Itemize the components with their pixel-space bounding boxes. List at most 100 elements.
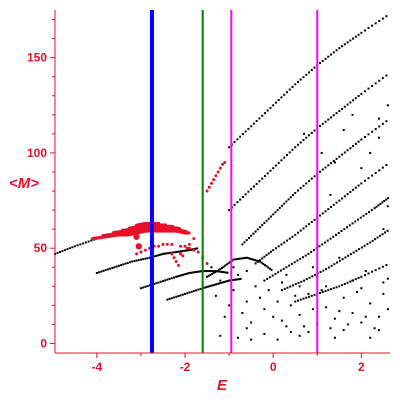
black-point (186, 292, 189, 295)
black-point (224, 280, 227, 283)
red-point (205, 261, 209, 265)
black-point (188, 249, 191, 252)
black-point (200, 270, 203, 273)
black-point (377, 315, 380, 318)
black-point (98, 271, 101, 274)
black-point (232, 266, 235, 269)
black-point (252, 185, 255, 188)
black-point (236, 201, 239, 204)
black-point (346, 41, 349, 44)
black-point (378, 79, 381, 82)
black-point (261, 257, 264, 260)
black-point (225, 263, 228, 266)
black-point (223, 281, 226, 284)
black-point (250, 338, 253, 341)
black-point (148, 256, 151, 259)
black-point (346, 149, 349, 152)
black-point (254, 230, 257, 233)
black-point (357, 184, 360, 187)
black-point (142, 286, 145, 289)
black-point (244, 193, 247, 196)
black-point (378, 267, 381, 270)
black-point (351, 113, 354, 116)
black-point (302, 297, 305, 300)
black-point (319, 62, 322, 65)
black-point (263, 308, 266, 311)
black-point (199, 287, 202, 290)
black-point (279, 269, 282, 272)
black-point (267, 266, 270, 269)
black-point (299, 187, 302, 190)
black-point (307, 292, 310, 295)
red-point (187, 231, 191, 235)
black-point (338, 155, 341, 158)
black-point (255, 182, 258, 185)
black-point (241, 243, 244, 246)
black-point (212, 271, 215, 274)
black-point (352, 251, 355, 254)
black-point (245, 327, 248, 330)
black-point (274, 272, 277, 275)
black-point (327, 266, 330, 269)
black-point (277, 99, 280, 102)
black-point (305, 278, 308, 281)
black-point (266, 109, 269, 112)
black-point (285, 154, 288, 157)
red-point (218, 166, 222, 170)
black-point (252, 122, 255, 125)
black-point (56, 251, 59, 254)
black-point (236, 273, 239, 276)
black-point (338, 47, 341, 50)
black-point (236, 138, 239, 141)
black-point (233, 203, 236, 206)
black-point (349, 280, 352, 283)
black-point (371, 130, 374, 133)
black-point (283, 287, 286, 290)
black-point (369, 151, 372, 154)
black-point (219, 270, 222, 273)
black-point (385, 198, 388, 201)
black-point (280, 243, 283, 246)
black-point (165, 252, 168, 255)
black-point (87, 240, 90, 243)
black-point (338, 256, 341, 259)
red-point (157, 244, 161, 248)
black-point (263, 112, 266, 115)
black-point (168, 297, 171, 300)
black-point (338, 259, 341, 262)
black-point (305, 182, 308, 185)
black-point (381, 265, 384, 268)
black-point (303, 325, 306, 328)
black-point (300, 280, 303, 283)
black-point (374, 22, 377, 25)
x-tick-label: 2 (358, 360, 365, 374)
black-point (245, 239, 248, 242)
black-point (354, 97, 357, 100)
black-point-layer (54, 15, 390, 341)
black-point (348, 224, 351, 227)
black-point (327, 208, 330, 211)
black-point (189, 248, 192, 251)
black-point (333, 263, 336, 266)
black-point (288, 88, 291, 91)
black-point (173, 296, 176, 299)
black-point (299, 257, 302, 260)
black-point (364, 270, 367, 273)
black-point (234, 278, 237, 281)
black-point (173, 251, 176, 254)
black-point (241, 311, 244, 314)
black-point (244, 256, 247, 259)
black-point (263, 264, 266, 267)
black-point (330, 116, 333, 119)
black-point (371, 174, 374, 177)
black-point (128, 261, 131, 264)
black-point (374, 269, 377, 272)
black-point (288, 264, 291, 267)
black-point (155, 254, 158, 257)
black-point (228, 209, 231, 212)
black-point (185, 249, 188, 252)
black-point (166, 252, 169, 255)
black-point (126, 261, 129, 264)
black-point (335, 233, 338, 236)
black-point (327, 55, 330, 58)
